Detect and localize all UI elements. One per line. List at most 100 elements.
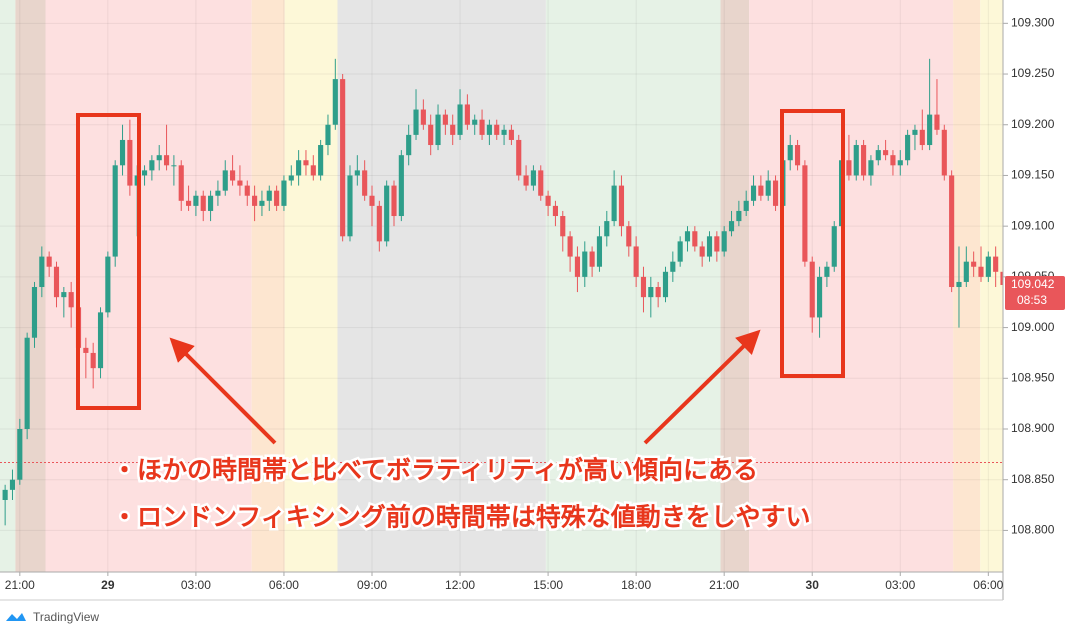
candle-body <box>215 190 221 196</box>
candle-body <box>978 266 984 277</box>
candle-body <box>163 155 170 166</box>
candle-body <box>413 109 419 135</box>
x-tick-label: 12:00 <box>445 578 475 592</box>
candle-body <box>288 175 294 181</box>
candle-body <box>912 129 918 135</box>
candle-body <box>208 195 214 211</box>
candle-body <box>809 261 815 318</box>
candle-body <box>662 271 669 298</box>
candle-body <box>222 170 228 191</box>
candle-body <box>949 175 955 288</box>
candle-body <box>318 145 324 176</box>
candle-body <box>296 160 302 176</box>
candle-body <box>398 155 404 217</box>
candle-body <box>127 139 133 186</box>
session-band <box>337 0 546 572</box>
x-tick-label: 06:00 <box>973 578 1003 592</box>
candle-body <box>9 479 16 490</box>
candle-body <box>369 195 375 206</box>
candle-body <box>97 312 104 369</box>
candle-body <box>406 134 412 156</box>
candle-body <box>31 287 38 338</box>
candle-body <box>149 160 155 171</box>
candle-body <box>582 251 588 277</box>
candle-body <box>927 114 933 146</box>
candle-body <box>384 185 390 242</box>
y-tick-label: 108.950 <box>1011 370 1055 384</box>
candle-body <box>464 104 470 125</box>
y-tick-label: 108.900 <box>1011 421 1055 435</box>
candle-body <box>325 124 331 146</box>
candle-body <box>802 165 808 262</box>
candle-body <box>567 236 573 257</box>
annotation-text: ・ほかの時間帯と比べてボラティリティが高い傾向にある <box>112 456 758 485</box>
candle-body <box>119 139 126 166</box>
candle-body <box>90 352 96 369</box>
candle-body <box>861 145 867 176</box>
candle-body <box>362 170 368 196</box>
y-tick-label: 109.000 <box>1011 320 1055 334</box>
candle-body <box>633 246 639 277</box>
candle-body <box>728 221 735 232</box>
candle-body <box>83 347 89 353</box>
arrow <box>169 337 277 445</box>
annotation-box: ・ほかの時間帯と比べてボラティリティが高い傾向にある ・ロンドンフィキシング前の… <box>76 109 845 534</box>
candle-body <box>574 256 581 277</box>
candle-body <box>428 124 434 146</box>
candle-body <box>824 266 830 277</box>
candle-body <box>193 195 199 206</box>
candle-body <box>259 200 265 206</box>
session-band <box>284 0 338 572</box>
y-tick-label: 108.850 <box>1011 472 1055 486</box>
x-tick-label: 15:00 <box>533 578 563 592</box>
candle-body <box>237 180 243 186</box>
candle-body <box>721 231 727 252</box>
x-tick-label: 09:00 <box>357 578 387 592</box>
candle-body <box>846 160 852 176</box>
candle-body <box>552 205 558 217</box>
candle-body <box>281 180 287 206</box>
candle-body <box>61 292 67 298</box>
candle-body <box>545 195 551 206</box>
candle-body <box>868 160 874 176</box>
candle-body <box>714 236 720 252</box>
candle-body <box>772 180 779 206</box>
candle-body <box>817 276 823 318</box>
candle-body <box>420 109 426 125</box>
candle-body <box>450 124 456 135</box>
candle-body <box>340 79 346 237</box>
candle-body <box>310 165 316 176</box>
x-tick-label: 30 <box>806 578 820 592</box>
candle-body <box>105 256 111 313</box>
candle-body <box>618 185 625 227</box>
candle-body <box>626 226 632 247</box>
candle-body <box>883 150 889 156</box>
candle-body <box>677 241 683 262</box>
candle-body <box>905 134 911 161</box>
candle-body <box>230 170 236 181</box>
candle-body <box>486 124 492 135</box>
candle-body <box>17 429 23 480</box>
brand-logo <box>6 613 26 621</box>
x-tick-label: 21:00 <box>709 578 739 592</box>
y-tick-label: 109.100 <box>1011 218 1055 232</box>
candle-body <box>354 170 360 176</box>
candle-body <box>1000 271 1003 285</box>
candle-body <box>112 165 118 257</box>
candle-body <box>765 180 771 196</box>
arrow <box>643 329 761 445</box>
last-price-label: 109.042 <box>1011 277 1055 291</box>
candle-body <box>391 185 397 217</box>
candle-body <box>604 221 610 237</box>
candle-body <box>596 236 603 267</box>
candle-body <box>794 145 801 166</box>
candle-body <box>24 337 30 429</box>
highlight-box <box>76 113 141 410</box>
candle-body <box>200 195 206 211</box>
candle-body <box>890 155 896 166</box>
candle-body <box>648 287 654 298</box>
candle-body <box>670 261 676 272</box>
y-tick-label: 109.250 <box>1011 66 1055 80</box>
candle-body <box>538 170 544 196</box>
candle-body <box>934 114 940 130</box>
